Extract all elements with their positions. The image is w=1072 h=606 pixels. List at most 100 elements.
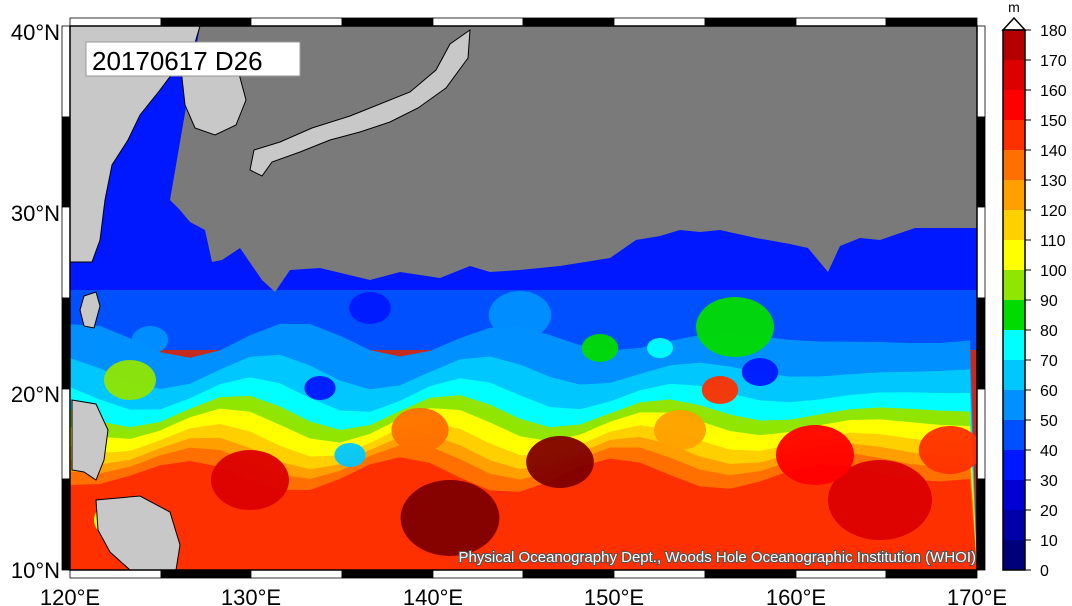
frame-segment <box>61 206 71 299</box>
eddy <box>526 436 594 488</box>
colorbar-tick-label: 10 <box>1040 533 1058 550</box>
x-tick-label: 130°E <box>221 585 281 606</box>
colorbar-tick-label: 30 <box>1040 473 1058 490</box>
title-box: 20170617 D26 <box>85 41 301 77</box>
frame-segment <box>341 569 434 579</box>
eddy <box>131 326 169 354</box>
colorbar-tick-label: 110 <box>1040 233 1066 250</box>
frame-segment <box>976 25 986 118</box>
colorbar-cell <box>1003 90 1025 120</box>
colorbar-cell <box>1003 210 1025 240</box>
eddy <box>391 408 449 452</box>
frame-segment <box>795 569 887 579</box>
credit-text: Physical Oceanography Dept., Woods Hole … <box>459 549 976 566</box>
x-tick-label: 170°E <box>947 585 1007 606</box>
eddy <box>304 376 336 400</box>
colorbar-cell <box>1003 150 1025 180</box>
land-luzon <box>71 399 109 481</box>
colorbar-tick-label: 100 <box>1040 263 1067 280</box>
colorbar-tick-label: 20 <box>1040 503 1058 520</box>
colorbar-tick-label: 150 <box>1040 113 1067 130</box>
band <box>70 457 977 570</box>
colorbar-tick-label: 50 <box>1040 413 1058 430</box>
colorbar-cell <box>1003 450 1025 480</box>
x-tick-label: 140°E <box>403 585 463 606</box>
colorbar-tick-label: 40 <box>1040 443 1058 460</box>
colorbar-cell <box>1003 360 1025 390</box>
x-tick-label: 120°E <box>40 585 100 606</box>
y-tick-label: 30°N <box>11 201 60 226</box>
frame-segment <box>61 25 71 118</box>
frame-segment <box>976 388 986 480</box>
eddy <box>741 358 779 386</box>
frame-segment <box>885 569 978 579</box>
y-axis: 40°N 30°N 20°N 10°N <box>11 20 60 583</box>
eddy <box>776 425 854 485</box>
x-axis: 120°E 130°E 140°E 150°E 160°E 170°E <box>40 585 1007 606</box>
frame-segment <box>522 17 615 27</box>
map-title: 20170617 D26 <box>92 46 263 76</box>
frame-segment <box>976 206 986 299</box>
land-philippines-south <box>95 495 181 570</box>
colorbar-cell <box>1003 120 1025 150</box>
colorbar-tick-label: 70 <box>1040 353 1058 370</box>
y-tick-label: 10°N <box>11 558 60 583</box>
y-tick-label: 20°N <box>11 382 60 407</box>
colorbar-cell <box>1003 330 1025 360</box>
colorbar-extend-arrow <box>1001 16 1027 31</box>
frame-segment <box>69 569 162 579</box>
frame-segment <box>704 17 797 27</box>
eddy <box>701 376 739 404</box>
frame-segment <box>69 17 162 27</box>
y-tick-label: 40°N <box>11 20 60 45</box>
eddy <box>104 360 156 400</box>
colorbar-tick-label: 90 <box>1040 293 1058 310</box>
colorbar-tick-label: 140 <box>1040 143 1067 160</box>
eddy <box>918 426 977 474</box>
map-border <box>69 25 978 571</box>
colorbar-cell <box>1003 480 1025 510</box>
colorbar: m 0 10 20 30 40 50 60 70 80 90 100 110 120 130 140 150 1… <box>1001 0 1067 580</box>
frame-segment <box>976 478 986 571</box>
colorbar-cell <box>1003 540 1025 570</box>
title-background <box>85 41 301 77</box>
colorbar-cell <box>1003 240 1025 270</box>
x-tick-label: 160°E <box>766 585 826 606</box>
colorbar-tick-label: 180 <box>1040 23 1067 40</box>
colorbar-cell <box>1003 30 1025 60</box>
colorbar-tick-label: 160 <box>1040 83 1067 100</box>
eddy <box>581 334 619 362</box>
eddy <box>647 338 673 358</box>
colorbar-cell <box>1003 180 1025 210</box>
frame-segment <box>976 297 986 390</box>
colorbar-cell <box>1003 390 1025 420</box>
frame-segment <box>976 116 986 208</box>
eddy <box>488 291 552 339</box>
frame-segment <box>341 17 434 27</box>
eddy <box>400 480 500 556</box>
colorbar-cell <box>1003 510 1025 540</box>
colorbar-ticks: 0 10 20 30 40 50 60 70 80 90 100 110 120 130 140 150 160… <box>1025 23 1067 580</box>
x-tick-label: 150°E <box>584 585 644 606</box>
colorbar-tick-label: 170 <box>1040 53 1067 70</box>
frame-segment <box>160 17 252 27</box>
colorbar-tick-label: 120 <box>1040 203 1067 220</box>
eddy <box>654 410 706 450</box>
frame-segment <box>795 17 887 27</box>
eddy <box>334 443 366 467</box>
d26-field <box>70 26 977 570</box>
eddy <box>349 292 391 324</box>
colorbar-cell <box>1003 270 1025 300</box>
eddy <box>696 297 774 357</box>
frame-segment <box>432 17 524 27</box>
frame-segment <box>432 569 524 579</box>
eddy <box>828 460 932 540</box>
masked-region <box>170 26 977 292</box>
colorbar-tick-label: 130 <box>1040 173 1067 190</box>
colorbar-cell <box>1003 420 1025 450</box>
frame-segment <box>61 478 71 571</box>
frame-segment <box>160 569 252 579</box>
frame-segment <box>613 17 706 27</box>
colorbar-cells <box>1003 30 1025 570</box>
